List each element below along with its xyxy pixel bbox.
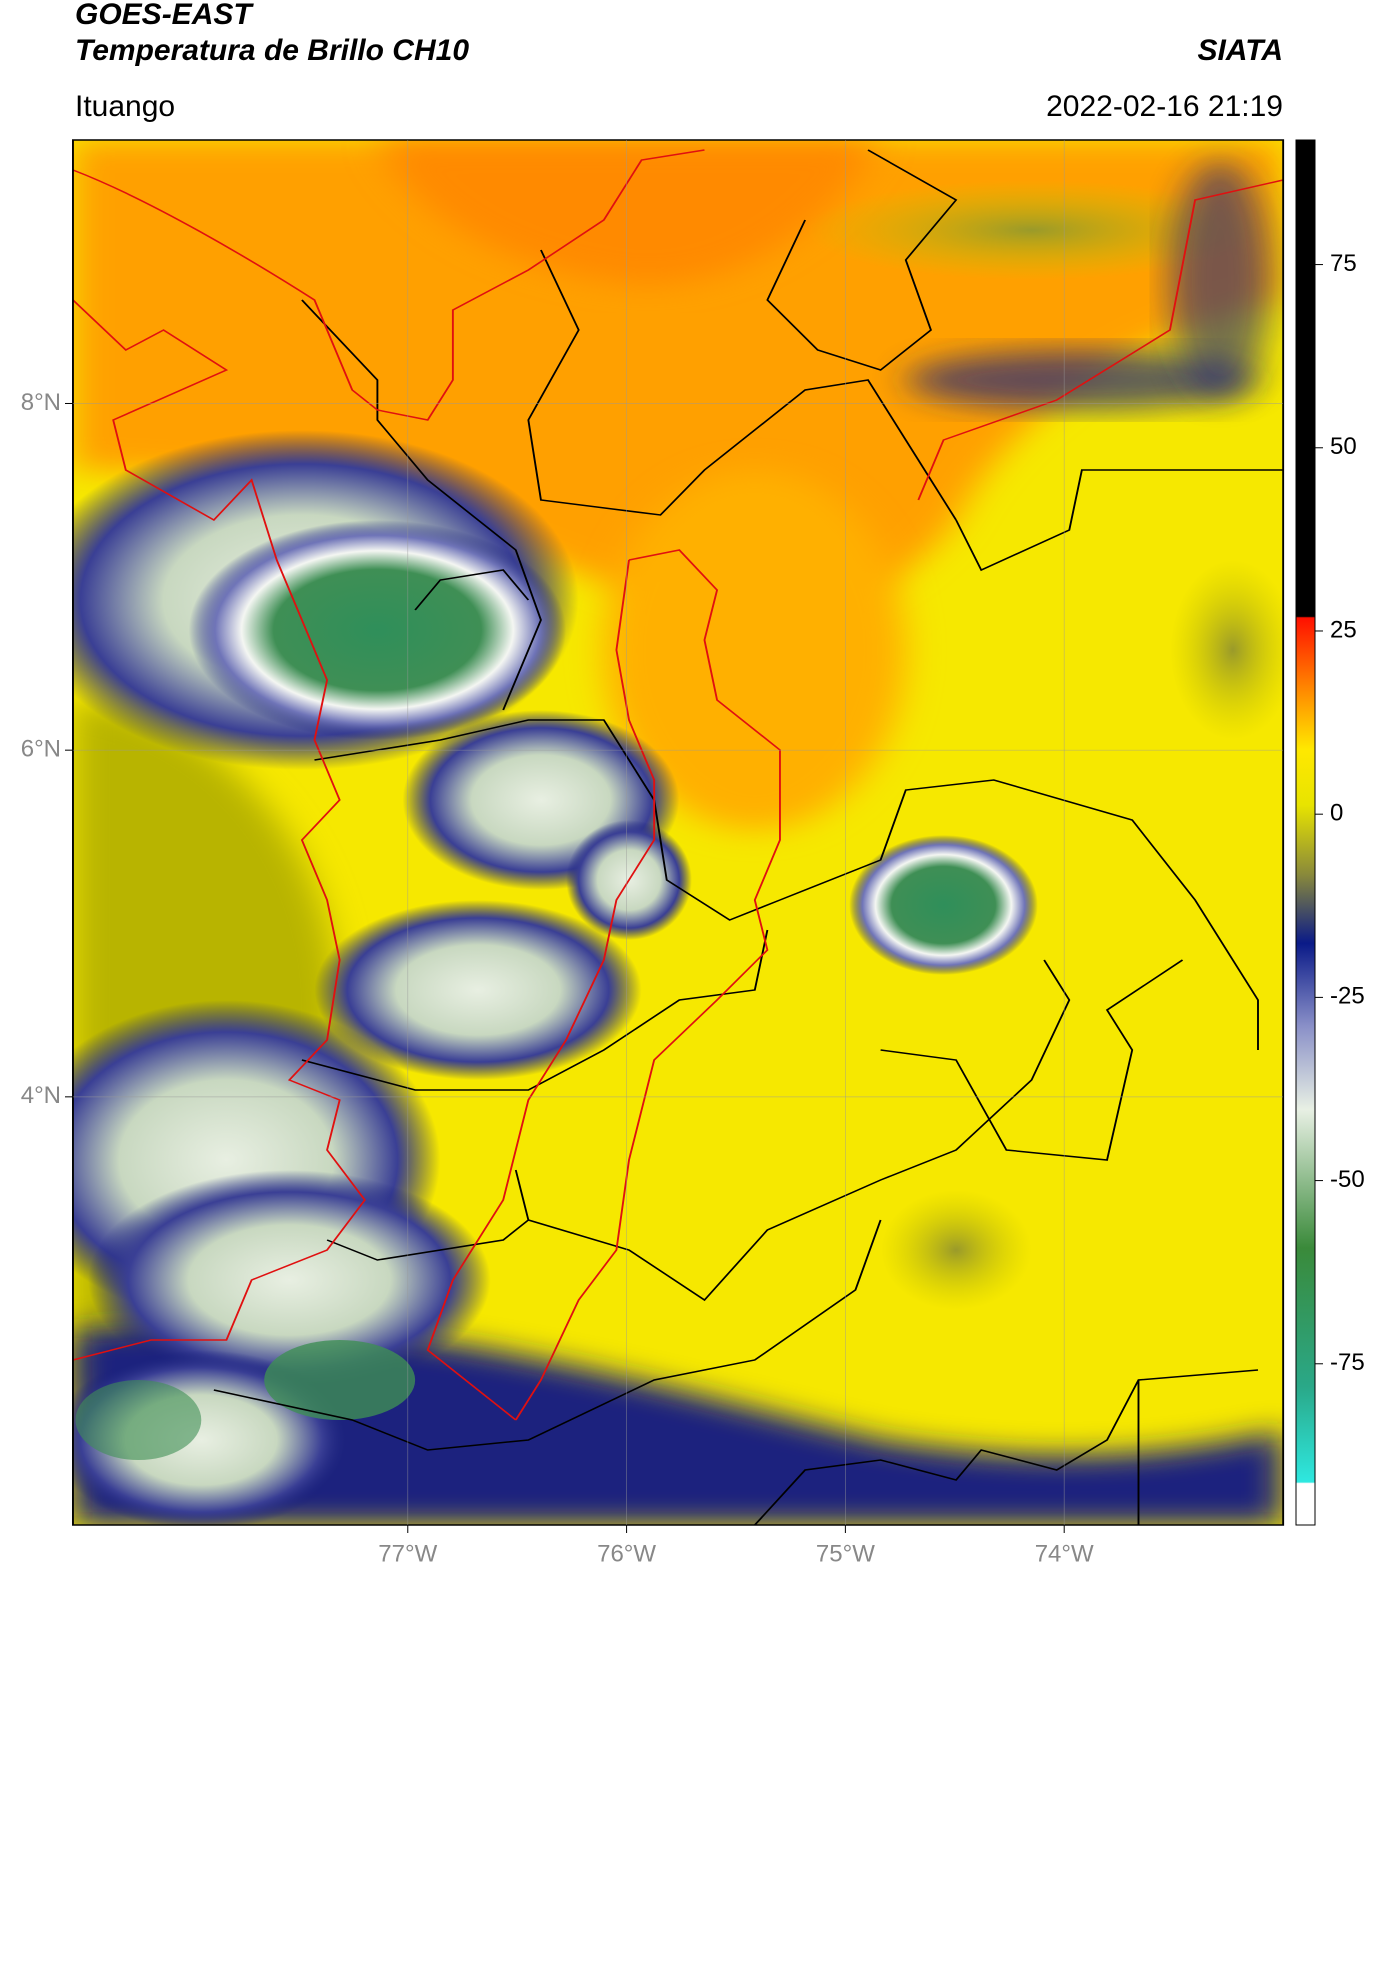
colorbar-tick-label: -75: [1330, 1349, 1365, 1376]
y-tick-label: 6°N: [21, 736, 61, 763]
x-tick-label: 76°W: [597, 1540, 656, 1567]
colorbar-tick-label: 0: [1330, 800, 1343, 827]
y-tick-label: 4°N: [21, 1082, 61, 1109]
map-frame: [72, 139, 1285, 1526]
subtitle: Temperatura de Brillo CH10: [75, 34, 469, 67]
colorbar-tick-label: -50: [1330, 1166, 1365, 1193]
colorbar-tick-label: 75: [1330, 250, 1357, 277]
timestamp: 2022-02-16 21:19: [1046, 90, 1283, 123]
title: GOES-EAST: [75, 0, 254, 31]
x-tick-label: 77°W: [378, 1540, 437, 1567]
colorbar: [1295, 139, 1316, 1526]
y-tick-label: 8°N: [21, 389, 61, 416]
colorbar-tick-label: 50: [1330, 433, 1357, 460]
map-axes: 77°W 76°W 75°W 74°W 8°N 6°N 4°N 75 50 25 0 -25 -50 -7…: [21, 140, 1365, 1567]
x-tick-label: 75°W: [816, 1540, 875, 1567]
colorbar-tick-label: -25: [1330, 983, 1365, 1010]
location: Ituango: [75, 90, 175, 123]
source: SIATA: [1197, 34, 1283, 67]
x-tick-label: 74°W: [1035, 1540, 1094, 1567]
map-image: [72, 139, 1285, 1526]
colorbar-tick-label: 25: [1330, 616, 1357, 643]
